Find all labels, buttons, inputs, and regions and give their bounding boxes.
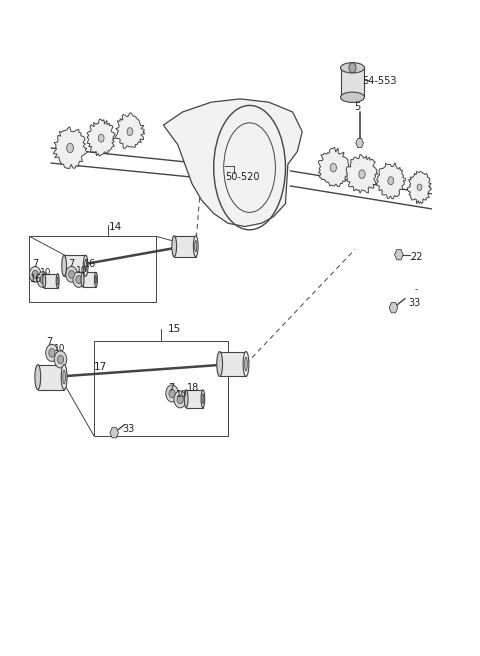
Text: 10: 10 <box>176 390 188 400</box>
Bar <box>186 390 203 407</box>
Polygon shape <box>110 428 119 438</box>
Ellipse shape <box>245 357 247 371</box>
Bar <box>94 341 228 436</box>
Circle shape <box>388 176 394 185</box>
Ellipse shape <box>243 352 249 377</box>
Ellipse shape <box>84 260 87 272</box>
Circle shape <box>174 391 186 408</box>
Circle shape <box>69 270 74 278</box>
Circle shape <box>76 276 82 283</box>
Circle shape <box>37 272 48 287</box>
Bar <box>83 272 96 287</box>
Bar <box>29 236 156 302</box>
Text: 10: 10 <box>40 268 51 277</box>
Ellipse shape <box>340 92 364 102</box>
Text: 33: 33 <box>123 424 135 434</box>
Circle shape <box>359 170 365 178</box>
Circle shape <box>58 355 64 363</box>
Circle shape <box>73 272 84 287</box>
Circle shape <box>40 276 46 283</box>
Ellipse shape <box>202 394 204 403</box>
Ellipse shape <box>195 240 197 252</box>
Circle shape <box>67 143 73 153</box>
Text: 5: 5 <box>354 102 360 112</box>
Circle shape <box>166 385 178 402</box>
Ellipse shape <box>43 274 46 288</box>
Polygon shape <box>115 113 145 148</box>
Bar <box>44 274 58 288</box>
Text: 14: 14 <box>108 222 121 232</box>
Polygon shape <box>356 138 363 148</box>
Ellipse shape <box>172 236 177 256</box>
Circle shape <box>98 134 104 142</box>
Ellipse shape <box>217 352 223 377</box>
Circle shape <box>49 348 55 357</box>
Text: 7: 7 <box>168 383 174 393</box>
Ellipse shape <box>56 274 59 288</box>
Circle shape <box>330 163 336 172</box>
Circle shape <box>349 63 356 73</box>
Bar <box>38 365 64 390</box>
Bar <box>174 236 196 256</box>
Text: 7: 7 <box>68 259 74 269</box>
Circle shape <box>417 184 422 190</box>
Text: 16: 16 <box>84 259 96 269</box>
Ellipse shape <box>340 62 364 73</box>
Polygon shape <box>395 249 403 260</box>
Text: 10: 10 <box>76 266 87 275</box>
Circle shape <box>46 344 58 361</box>
Text: 33: 33 <box>408 298 421 308</box>
Ellipse shape <box>95 272 97 287</box>
Polygon shape <box>163 99 302 226</box>
Bar <box>340 68 364 97</box>
Circle shape <box>29 266 41 282</box>
Text: 50-520: 50-520 <box>226 173 260 182</box>
Ellipse shape <box>201 390 205 407</box>
Ellipse shape <box>35 365 41 390</box>
Text: 7: 7 <box>32 259 38 269</box>
Ellipse shape <box>57 277 58 285</box>
Circle shape <box>127 128 133 136</box>
Ellipse shape <box>81 272 84 287</box>
Text: 18: 18 <box>187 383 200 393</box>
Polygon shape <box>318 148 349 187</box>
Text: 16: 16 <box>30 274 43 284</box>
Polygon shape <box>407 171 432 203</box>
Circle shape <box>177 395 183 403</box>
Bar <box>64 255 85 276</box>
Bar <box>220 352 246 377</box>
Polygon shape <box>87 119 115 156</box>
Text: 22: 22 <box>410 253 422 262</box>
Polygon shape <box>389 302 398 313</box>
Circle shape <box>32 270 38 278</box>
Ellipse shape <box>61 365 67 390</box>
Text: 15: 15 <box>168 324 181 335</box>
Circle shape <box>54 351 67 368</box>
Circle shape <box>169 389 175 398</box>
Text: 7: 7 <box>46 337 52 348</box>
Polygon shape <box>376 163 406 199</box>
Ellipse shape <box>62 255 66 276</box>
Ellipse shape <box>184 390 188 407</box>
Polygon shape <box>53 127 87 169</box>
Ellipse shape <box>63 370 65 384</box>
Circle shape <box>66 266 77 282</box>
Ellipse shape <box>83 255 88 276</box>
Polygon shape <box>346 155 378 194</box>
Ellipse shape <box>193 236 198 256</box>
Text: 17: 17 <box>94 362 107 372</box>
Text: 10: 10 <box>54 344 66 354</box>
Text: 54-553: 54-553 <box>362 75 396 85</box>
Ellipse shape <box>95 276 96 283</box>
